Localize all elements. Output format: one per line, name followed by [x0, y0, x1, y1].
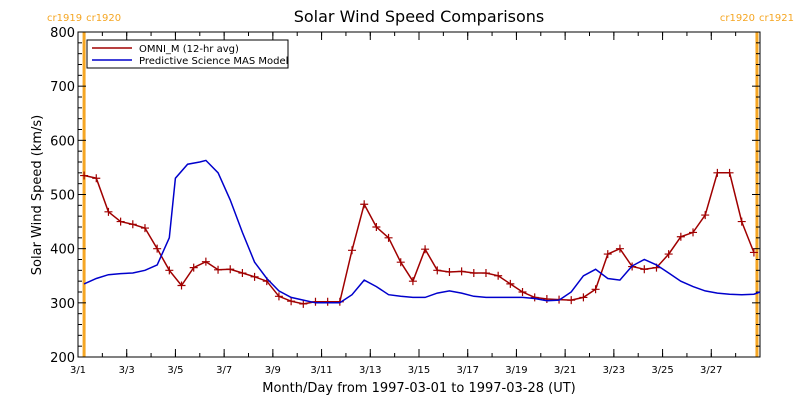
legend-label-omni: OMNI_M (12-hr avg)	[139, 44, 239, 55]
data-point	[433, 266, 442, 275]
x-tick-label: 3/9	[265, 365, 281, 376]
data-point	[749, 248, 758, 257]
data-point	[189, 263, 198, 272]
x-tick-label: 3/7	[216, 365, 232, 376]
data-point	[676, 232, 685, 241]
data-point	[153, 244, 162, 253]
x-tick-label: 3/3	[119, 365, 135, 376]
x-tick-label: 3/23	[603, 365, 625, 376]
carrington-label: cr1920	[720, 13, 755, 24]
data-point	[591, 285, 600, 294]
y-axis-label: Solar Wind Speed (km/s)	[30, 115, 45, 275]
data-point	[360, 200, 369, 209]
series-layer	[80, 159, 761, 308]
data-point	[737, 217, 746, 226]
data-point	[116, 217, 125, 226]
chart-title: Solar Wind Speed Comparisons	[294, 7, 545, 26]
data-point	[421, 245, 430, 254]
x-axis: 3/1 3/3 3/5 3/7 3/9 3/11 3/13 3/15 3/17 3/19 3/21 3…	[70, 32, 761, 376]
data-point	[250, 272, 259, 281]
data-point	[567, 296, 576, 305]
data-point	[542, 295, 551, 304]
data-point	[481, 269, 490, 278]
data-point	[506, 279, 515, 288]
data-point	[579, 293, 588, 302]
data-point	[530, 293, 539, 302]
x-tick-label: 3/15	[408, 365, 430, 376]
data-point	[140, 224, 149, 233]
x-tick-label: 3/5	[167, 365, 183, 376]
data-point	[664, 250, 673, 259]
data-point	[299, 299, 308, 308]
data-point	[177, 281, 186, 290]
x-tick-label: 3/21	[554, 365, 576, 376]
y-tick-label: 300	[50, 297, 75, 312]
data-point	[384, 233, 393, 242]
data-point	[104, 207, 113, 216]
data-point	[640, 265, 649, 274]
data-point	[518, 288, 527, 296]
data-point	[457, 267, 466, 276]
legend: OMNI_M (12-hr avg) Predictive Science MA…	[86, 39, 289, 69]
x-tick-label: 3/27	[700, 365, 722, 376]
y-axis: 200 300 400 500 600 700 800	[50, 26, 760, 366]
data-point	[725, 168, 734, 177]
data-point	[469, 269, 478, 278]
x-axis-label: Month/Day from 1997-03-01 to 1997-03-28 …	[262, 381, 575, 396]
x-tick-label: 3/11	[310, 365, 332, 376]
carrington-label: cr1919	[47, 13, 82, 24]
data-point	[323, 297, 332, 306]
y-tick-label: 500	[50, 189, 75, 204]
data-point	[92, 174, 101, 183]
data-point	[214, 265, 223, 274]
legend-label-mas: Predictive Science MAS Model	[139, 56, 288, 67]
data-point	[445, 267, 454, 276]
y-tick-label: 700	[50, 80, 75, 95]
x-tick-label: 3/13	[359, 365, 381, 376]
data-point	[238, 269, 247, 278]
data-point	[603, 250, 612, 259]
data-point	[80, 171, 89, 180]
data-point	[128, 220, 137, 229]
y-tick-label: 200	[50, 351, 75, 366]
legend-box	[86, 39, 289, 69]
data-point	[615, 244, 624, 253]
data-point	[494, 271, 503, 280]
data-point	[226, 265, 235, 274]
y-tick-label: 800	[50, 26, 75, 41]
x-tick-label: 3/17	[456, 365, 478, 376]
x-tick-label: 3/1	[70, 365, 86, 376]
data-point	[201, 257, 210, 266]
y-tick-label: 600	[50, 134, 75, 149]
series-line-0	[83, 172, 755, 305]
data-point	[408, 277, 417, 286]
carrington-label: cr1921	[759, 13, 794, 24]
series-line-1	[83, 159, 761, 304]
x-tick-label: 3/19	[505, 365, 527, 376]
data-point	[689, 228, 698, 237]
data-point	[348, 246, 357, 255]
data-point	[396, 258, 405, 267]
data-point	[713, 168, 722, 177]
x-tick-label: 3/25	[651, 365, 673, 376]
data-point	[165, 266, 174, 275]
data-point	[287, 297, 296, 306]
plot-frame	[77, 31, 761, 358]
data-point	[274, 292, 283, 301]
data-point	[372, 223, 381, 231]
y-tick-label: 400	[50, 243, 75, 258]
data-point	[701, 211, 710, 220]
carrington-label: cr1920	[86, 13, 121, 24]
